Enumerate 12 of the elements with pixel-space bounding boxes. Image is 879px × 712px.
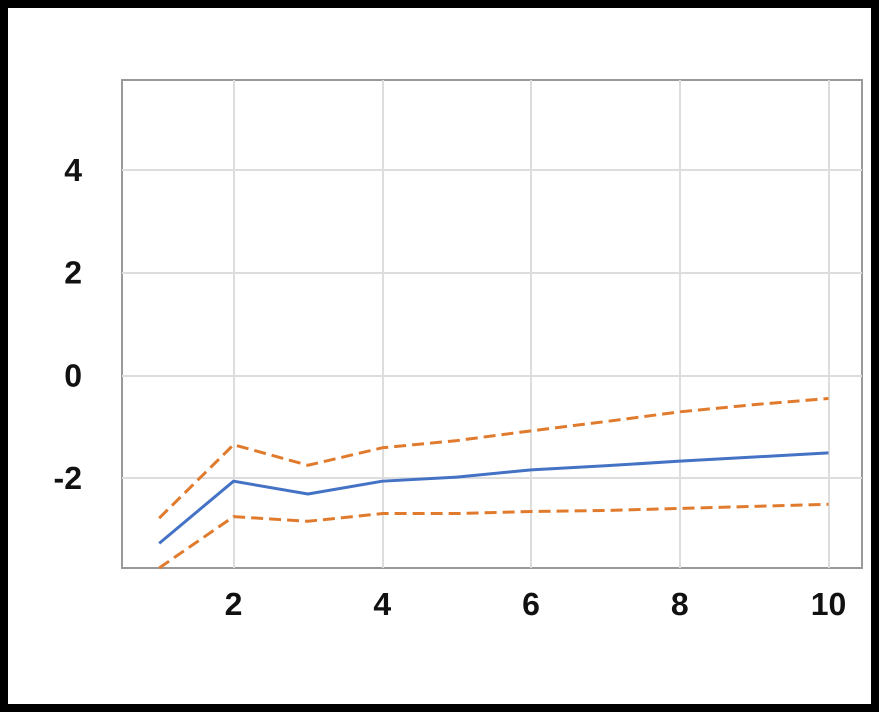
line-series [158, 396, 830, 520]
y-tick-label: 2 [64, 254, 82, 291]
x-tick-label: 2 [224, 586, 242, 622]
x-tick-label: 6 [522, 586, 540, 622]
line-series [158, 502, 830, 570]
x-tick-label: 10 [810, 586, 846, 622]
y-tick-label: 0 [64, 357, 82, 394]
x-tick-label: 4 [373, 586, 392, 622]
x-tick-label: 8 [670, 586, 689, 622]
line-series [158, 451, 830, 545]
y-tick-label: -2 [54, 460, 82, 496]
y-tick-label: 4 [64, 152, 82, 188]
